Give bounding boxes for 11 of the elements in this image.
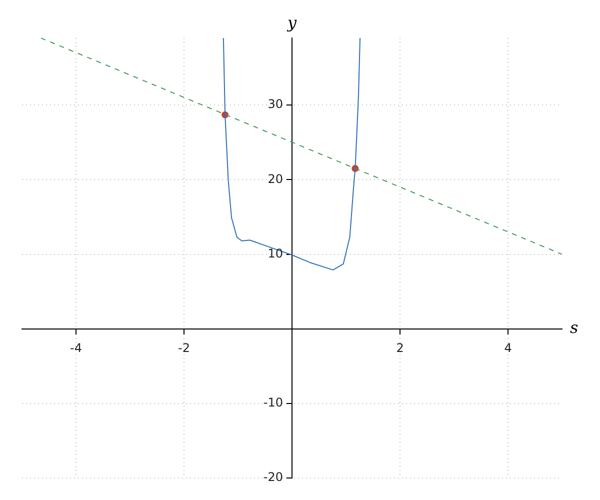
y-tick-label: 30	[268, 97, 283, 112]
y-tick-label: 10	[268, 246, 283, 260]
x-axis-title: s	[570, 318, 578, 338]
y-tick-label: -20	[263, 470, 283, 484]
y-tick-label: -10	[263, 396, 283, 410]
x-tick-label: 2	[396, 341, 404, 356]
x-tick-label: -2	[178, 341, 190, 356]
y-axis-title: y	[286, 13, 298, 32]
x-tick-label: 4	[504, 341, 512, 356]
y-tick-label: 20	[268, 172, 283, 186]
x-tick-label: -4	[70, 341, 82, 356]
